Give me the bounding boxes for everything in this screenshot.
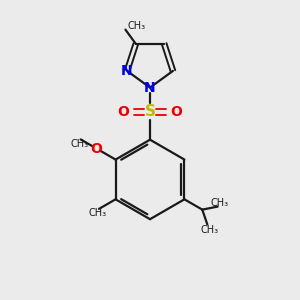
Text: O: O <box>171 105 182 119</box>
Text: CH₃: CH₃ <box>211 198 229 208</box>
Text: O: O <box>118 105 129 119</box>
Text: CH₃: CH₃ <box>201 225 219 235</box>
Text: N: N <box>144 81 156 94</box>
Text: CH₃: CH₃ <box>128 21 146 31</box>
Text: O: O <box>91 142 102 155</box>
Text: CH₃: CH₃ <box>70 139 88 149</box>
Text: S: S <box>145 104 155 119</box>
Text: N: N <box>121 64 133 78</box>
Text: CH₃: CH₃ <box>88 208 106 218</box>
